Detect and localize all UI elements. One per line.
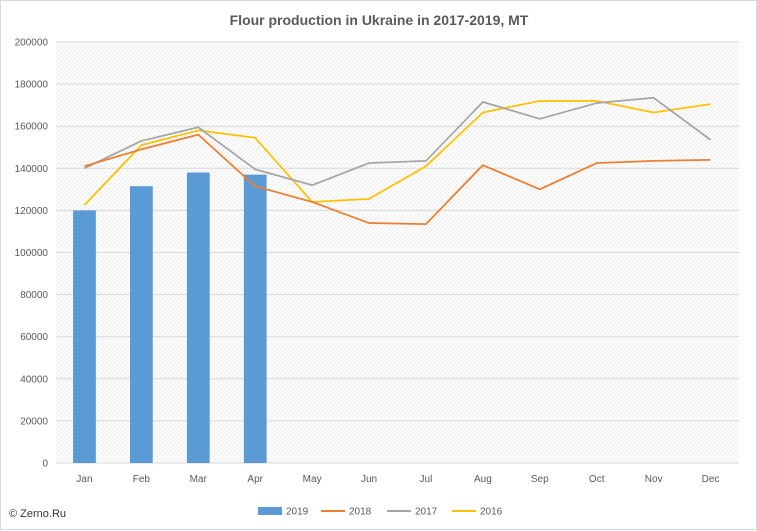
y-tick-label: 0: [42, 459, 48, 470]
y-tick-label: 40000: [20, 374, 48, 385]
x-tick-label: Oct: [589, 474, 605, 485]
y-tick-label: 80000: [20, 290, 48, 301]
y-tick-label: 140000: [15, 164, 49, 175]
legend-label-2017: 2017: [415, 507, 438, 518]
bar-series: [73, 172, 267, 464]
x-tick-label: Feb: [133, 474, 151, 485]
x-tick-label: Dec: [702, 474, 720, 485]
y-tick-label: 180000: [15, 80, 49, 91]
legend: 2019 2018 2017 2016: [258, 507, 503, 518]
legend-label-2019: 2019: [286, 507, 309, 518]
x-tick-label: Sep: [531, 474, 549, 485]
x-tick-label: Jul: [420, 474, 433, 485]
chart-title: Flour production in Ukraine in 2017-2019…: [230, 12, 529, 28]
x-tick-label: Nov: [645, 474, 663, 485]
bar-2019-Apr: [243, 174, 267, 464]
x-tick-label: Jan: [76, 474, 92, 485]
bar-2019-Feb: [129, 186, 153, 463]
x-tick-label: Aug: [474, 474, 492, 485]
y-tick-label: 100000: [15, 248, 49, 259]
y-tick-label: 60000: [20, 332, 48, 343]
x-tick-label: Jun: [361, 474, 377, 485]
x-axis: Jan Feb Mar Apr May Jun Jul Aug Sep Oct Nov Dec: [76, 474, 719, 485]
x-tick-label: Apr: [247, 474, 263, 485]
copyright-text: © Zerno.Ru: [9, 508, 66, 520]
line-2018: [84, 133, 711, 225]
bar-2019-Mar: [186, 172, 210, 463]
line-2017: [84, 96, 712, 187]
line-series: [83, 96, 712, 225]
y-tick-label: 120000: [15, 206, 49, 217]
bar-2019-Jan: [73, 210, 96, 463]
x-tick-label: Mar: [190, 474, 208, 485]
legend-label-2018: 2018: [349, 507, 372, 518]
y-tick-label: 20000: [20, 416, 48, 427]
x-tick-label: May: [303, 474, 322, 485]
y-tick-label: 200000: [15, 38, 49, 49]
legend-label-2016: 2016: [480, 507, 503, 518]
gridlines: [56, 41, 739, 464]
y-axis: 0 20000 40000 60000 80000 100000 120000 140000 1…: [15, 38, 49, 470]
y-tick-label: 160000: [15, 122, 49, 133]
legend-swatch-2019: [258, 507, 282, 515]
